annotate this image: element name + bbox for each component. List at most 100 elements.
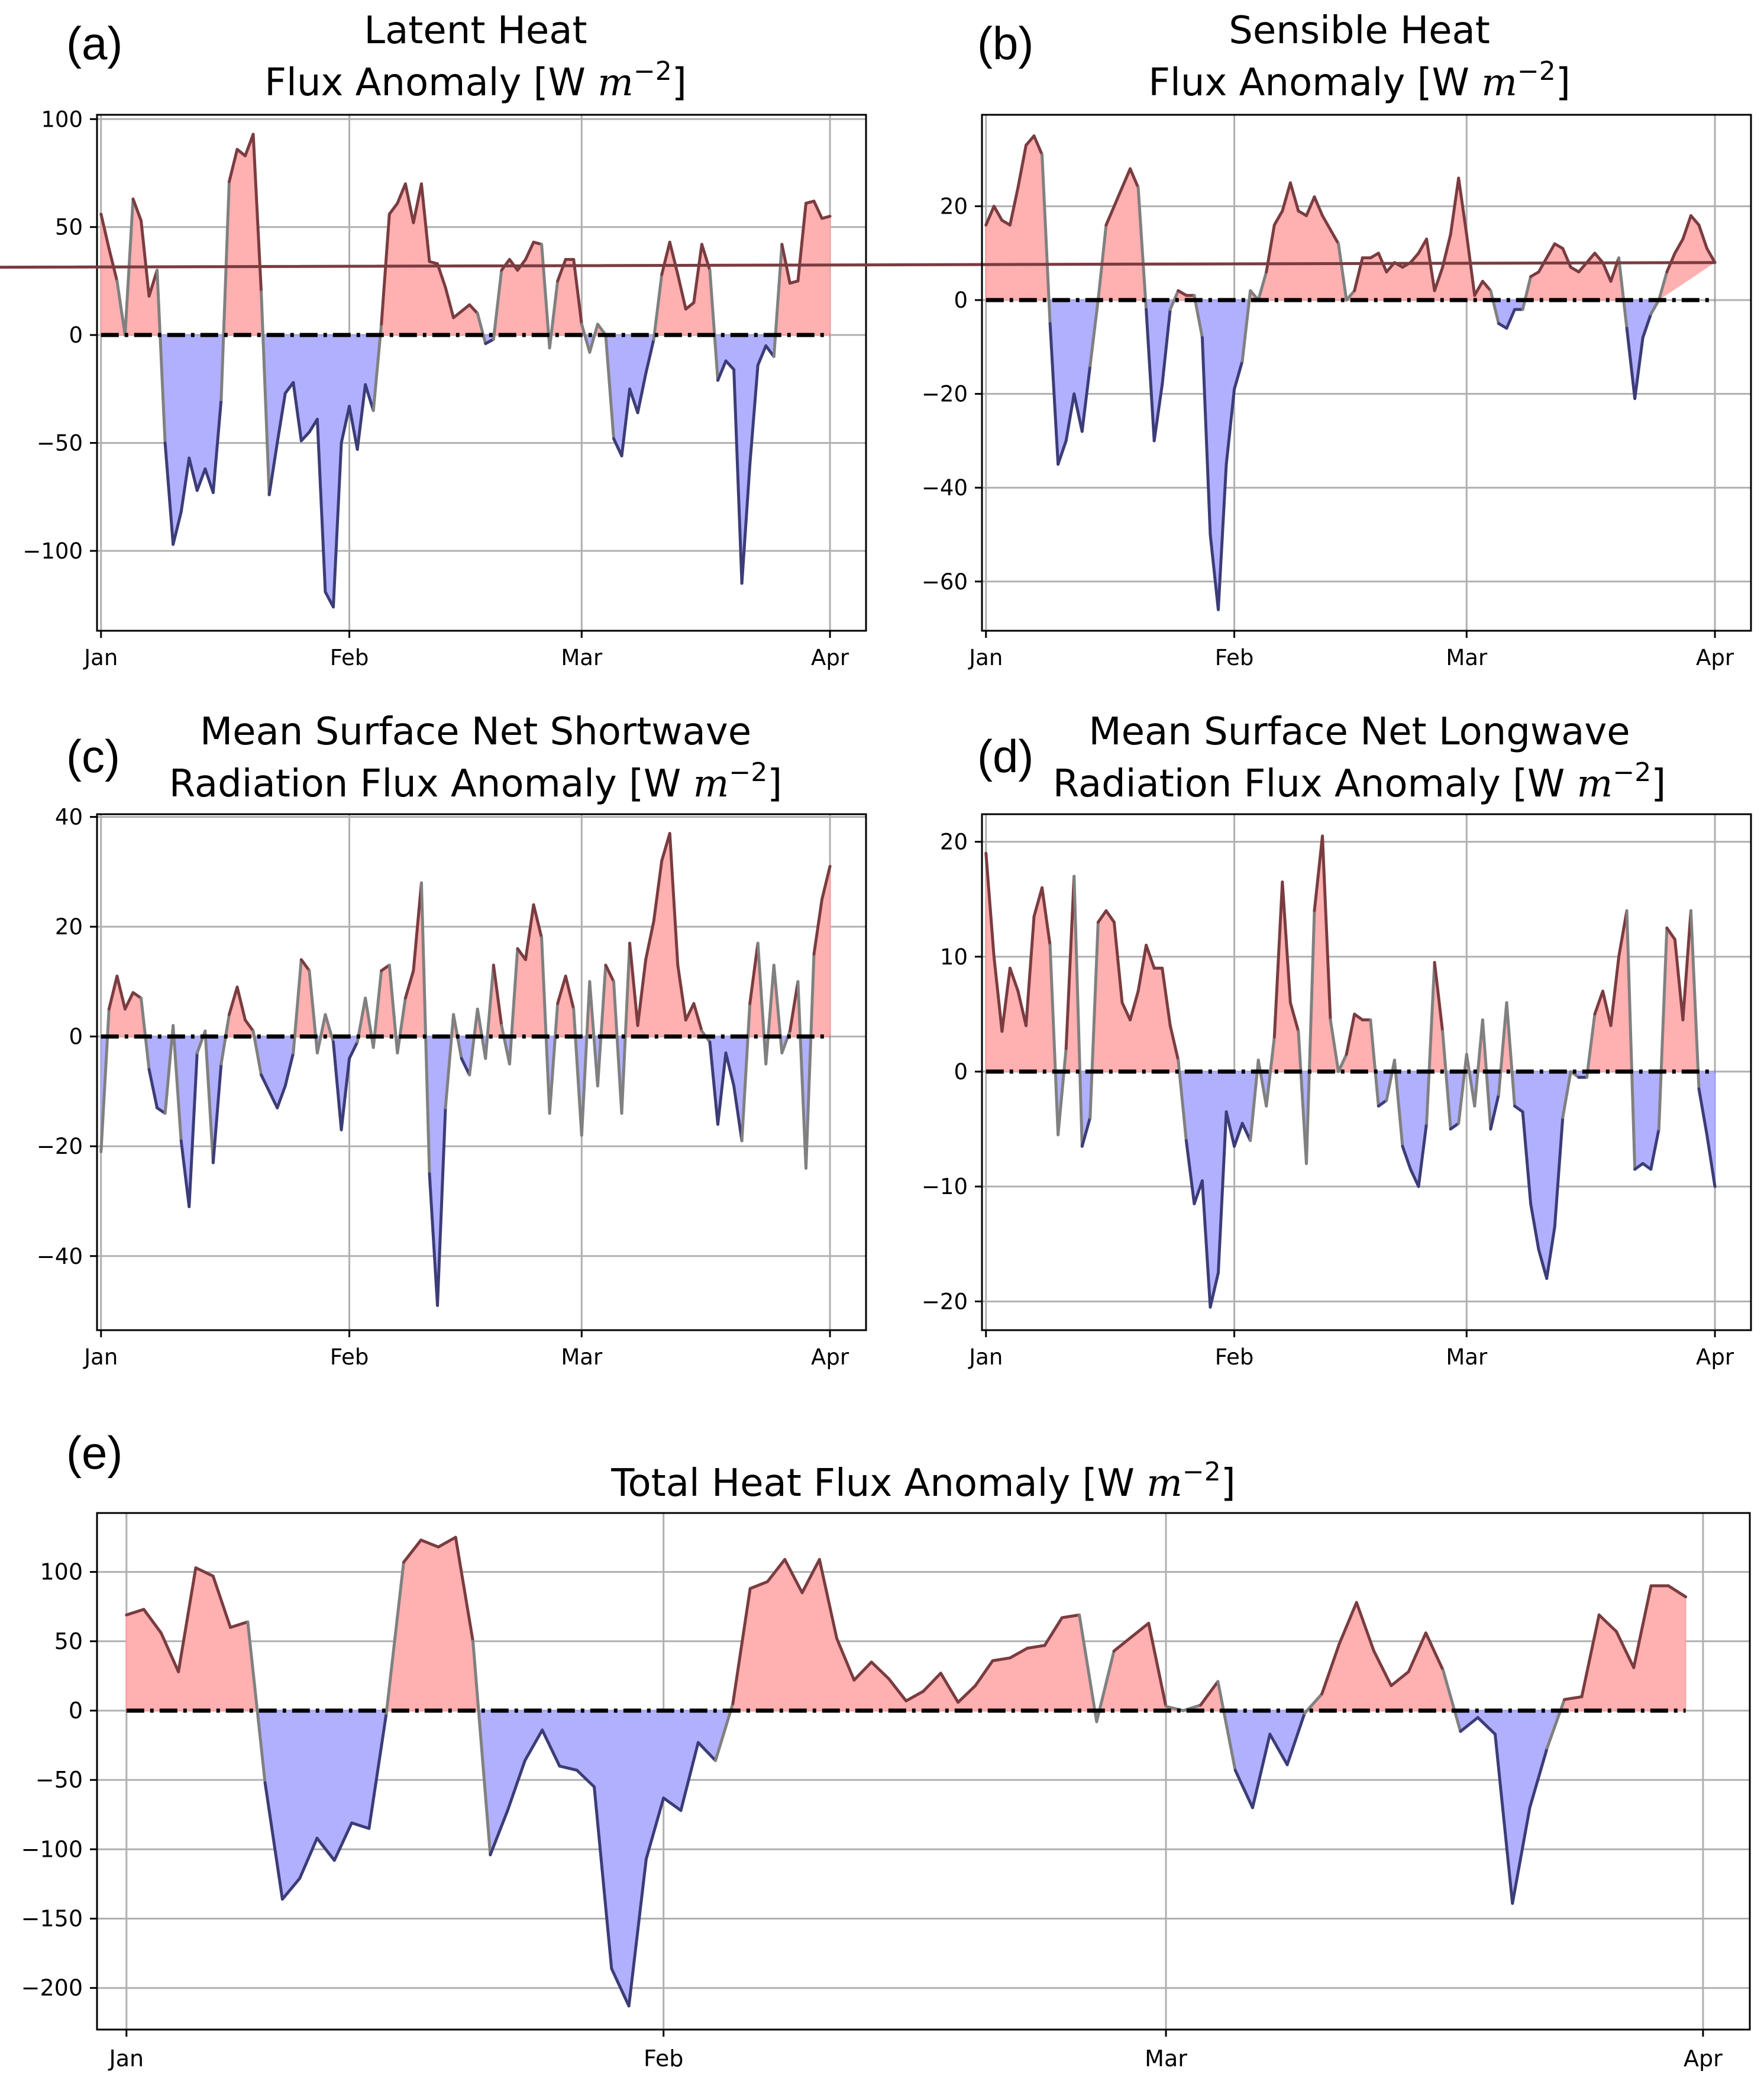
series-segment — [1233, 359, 1244, 391]
series-segment — [620, 387, 632, 457]
series-segment — [540, 243, 551, 350]
series-segment — [340, 405, 351, 445]
series-segment — [195, 467, 207, 492]
series-segment — [1104, 205, 1116, 227]
series-segment — [627, 1857, 648, 2008]
series-segment — [356, 383, 367, 451]
series-segment — [852, 1660, 873, 1682]
x-tick-label: Mar — [561, 1344, 603, 1370]
series-segment — [1272, 880, 1284, 1039]
series-segment — [1424, 1631, 1445, 1672]
series-segment — [1666, 1584, 1688, 1599]
series-segment — [188, 1051, 199, 1208]
series-segment — [692, 1002, 703, 1033]
series-segment — [1407, 1631, 1427, 1673]
series-segment — [1597, 1613, 1618, 1633]
series-segment — [179, 456, 191, 514]
series-segment — [1026, 1644, 1046, 1650]
series-segment — [1032, 886, 1044, 918]
series-segment — [800, 1558, 821, 1595]
series-segment — [1256, 270, 1268, 302]
y-tick-label: 0 — [69, 322, 83, 348]
x-tick-label: Apr — [1696, 1344, 1734, 1370]
series-segment — [1697, 223, 1709, 250]
series-segment — [1199, 1680, 1220, 1707]
series-segment — [163, 441, 175, 546]
series-segment — [644, 337, 655, 376]
series-segment — [1425, 961, 1436, 1125]
series-segment — [1120, 1001, 1132, 1022]
series-segment — [1321, 834, 1332, 1022]
series-segment — [1625, 909, 1637, 1171]
series-segment — [1545, 1225, 1556, 1280]
series-segment — [1513, 1104, 1524, 1114]
series-segment — [1041, 886, 1052, 947]
series-segment — [684, 301, 696, 311]
series-segment — [1088, 298, 1100, 367]
series-segment — [764, 963, 776, 1066]
series-segment — [1184, 1139, 1196, 1205]
series-segment — [1521, 1110, 1533, 1205]
series-segment — [575, 1769, 596, 1789]
series-segment — [612, 437, 623, 457]
y-tick-label: 50 — [55, 215, 83, 240]
panel-e: (e) Total Heat Flux Anomaly [W m−2] Jan Feb… — [21, 1427, 1751, 2072]
series-segment — [1408, 1167, 1420, 1188]
series-segment — [1401, 1144, 1412, 1171]
series-segment — [1601, 989, 1613, 1027]
series-segment — [904, 1689, 925, 1703]
x-tick-label: Jan — [83, 645, 118, 670]
series-segment — [267, 1089, 279, 1109]
series-segment — [419, 881, 431, 1176]
series-segment — [580, 980, 592, 1137]
y-tick-label: −50 — [35, 1767, 83, 1793]
series-segment — [1459, 1716, 1479, 1733]
series-segment — [1129, 989, 1140, 1022]
series-segment — [1129, 1621, 1151, 1639]
series-segment — [676, 273, 687, 311]
series-segment — [139, 219, 151, 298]
series-segment — [1032, 134, 1044, 156]
series-segment — [1200, 336, 1212, 536]
series-segment — [748, 363, 760, 466]
series-segment — [724, 359, 736, 372]
series-segment — [315, 417, 327, 593]
series-segment — [812, 898, 824, 956]
series-segment — [1476, 1716, 1497, 1736]
series-segment — [1313, 195, 1324, 217]
series-segment — [1433, 961, 1445, 1033]
series-segment — [783, 1558, 804, 1595]
series-segment — [1580, 1613, 1601, 1699]
series-segment — [1329, 1018, 1340, 1073]
series-segment — [1442, 1669, 1462, 1733]
series-segment — [628, 941, 639, 1027]
series-segment — [835, 1637, 856, 1682]
series-segment — [1617, 909, 1629, 959]
series-segment — [1321, 214, 1332, 231]
x-tick-label: Feb — [330, 645, 369, 670]
series-segment — [1697, 1087, 1709, 1137]
series-segment — [476, 312, 487, 346]
series-segment — [1390, 1670, 1410, 1688]
series-segment — [610, 1967, 631, 2008]
series-segment — [123, 991, 135, 1011]
series-segment — [292, 958, 303, 1055]
x-tick-label: Mar — [1446, 645, 1488, 670]
series-segment — [1673, 237, 1685, 255]
series-segment — [280, 1877, 302, 1901]
series-segment — [1200, 1179, 1212, 1309]
series-segment — [387, 963, 399, 1055]
series-line — [984, 834, 1717, 1309]
series-segment — [1080, 364, 1092, 433]
series-segment — [142, 1608, 163, 1635]
x-tick-label: Jan — [83, 1344, 118, 1370]
series-segment — [991, 1656, 1012, 1663]
series-segment — [1193, 293, 1204, 340]
series-segment — [1216, 1110, 1228, 1275]
series-segment — [125, 1608, 146, 1617]
series-segment — [315, 1837, 336, 1862]
y-tick-label: −100 — [22, 538, 83, 564]
series-segment — [1297, 1030, 1308, 1165]
series-segment — [541, 1728, 561, 1768]
series-segment — [99, 1007, 111, 1154]
